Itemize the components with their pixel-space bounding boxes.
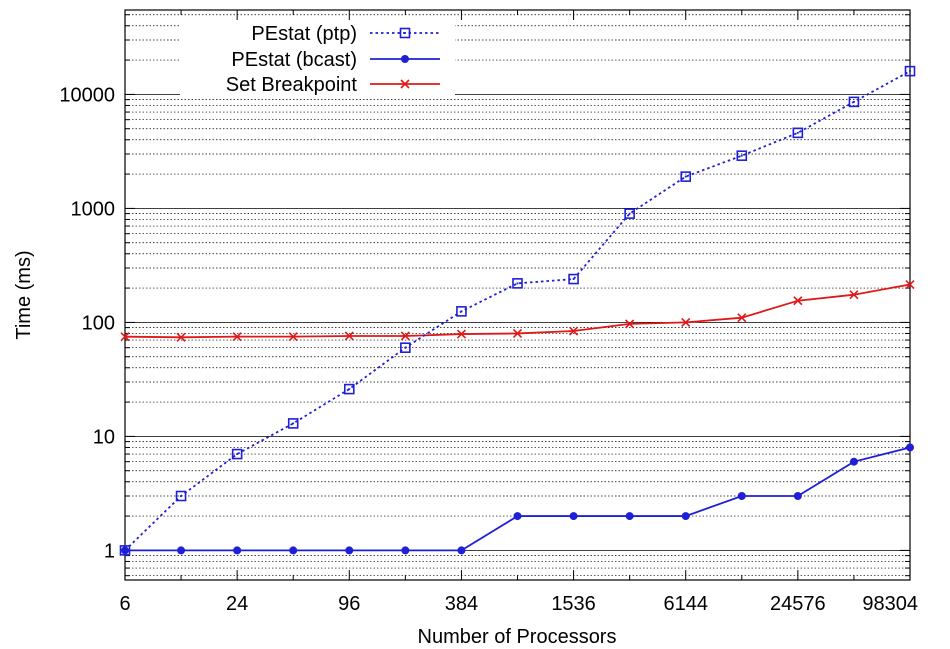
data-point-center	[236, 453, 239, 455]
data-point	[681, 317, 691, 327]
data-point	[512, 278, 523, 289]
data-point	[177, 546, 186, 555]
data-point	[905, 279, 915, 290]
x-tick-label: 6144	[663, 593, 708, 615]
ticks-layer: 1 10 100 1000 10000 6 24 96 384 1536 6144 24576 9830…	[59, 10, 918, 615]
data-point	[793, 296, 803, 306]
data-point	[457, 546, 466, 555]
data-point	[568, 273, 579, 285]
data-point	[288, 332, 298, 342]
data-point	[175, 490, 187, 502]
x-tick-label: 24576	[770, 593, 826, 615]
data-point-center	[404, 346, 407, 349]
data-point	[345, 546, 354, 555]
y-tick-label: 10	[93, 426, 115, 448]
legend: PEstat (ptp) PEstat (bcast) Set Breakpoint	[180, 20, 455, 96]
data-point	[343, 383, 355, 395]
data-point	[512, 328, 523, 339]
series-line	[124, 283, 911, 339]
data-point-center	[292, 422, 295, 425]
data-point	[680, 171, 692, 182]
y-tick-label: 100	[82, 312, 115, 334]
data-point	[119, 545, 131, 556]
data-point	[737, 492, 746, 501]
x-tick-label: 384	[445, 593, 478, 615]
data-point-center	[348, 388, 351, 390]
data-point	[400, 342, 411, 353]
data-point-center	[909, 70, 911, 73]
data-point	[792, 127, 804, 139]
x-tick-label: 96	[338, 593, 360, 615]
data-point	[737, 313, 747, 323]
data-point	[120, 332, 130, 342]
data-point-center	[796, 131, 799, 134]
series-2	[120, 279, 915, 342]
data-point	[849, 290, 859, 300]
y-tick-label: 1	[104, 540, 115, 562]
data-point-center	[124, 549, 126, 552]
data-point	[233, 546, 242, 555]
data-point-center	[740, 154, 743, 157]
x-tick-label: 98304	[862, 593, 918, 615]
data-point	[681, 512, 690, 521]
series-line	[124, 70, 911, 552]
data-point	[400, 331, 410, 341]
data-point	[513, 512, 522, 521]
x-axis-label: Number of Processors	[418, 626, 617, 648]
data-point	[625, 512, 634, 521]
y-axis-label: Time (ms)	[13, 250, 35, 339]
y-tick-label: 1000	[71, 198, 116, 220]
data-point-center	[572, 278, 575, 280]
data-point	[848, 96, 860, 108]
data-point	[624, 208, 635, 219]
legend-entry-bg	[180, 71, 455, 95]
data-point	[736, 150, 748, 161]
series-layer	[119, 65, 916, 556]
data-point	[456, 306, 467, 317]
series-line	[125, 446, 911, 552]
data-point-center	[460, 310, 463, 313]
legend-label: Set Breakpoint	[226, 74, 358, 96]
data-point	[232, 332, 242, 342]
series-1	[121, 443, 914, 555]
data-point	[176, 332, 186, 342]
data-point-center	[516, 282, 519, 285]
series-0	[119, 65, 916, 556]
data-point	[849, 457, 858, 466]
grid-layer	[125, 14, 910, 577]
data-point	[401, 546, 410, 555]
data-point	[569, 326, 579, 336]
data-point	[289, 546, 298, 555]
data-point	[569, 512, 578, 521]
data-point	[906, 443, 914, 452]
data-point-center	[684, 175, 687, 178]
data-point	[793, 492, 802, 501]
data-point	[456, 329, 466, 339]
data-point	[287, 418, 299, 429]
data-point	[231, 448, 243, 460]
legend-marker	[401, 55, 409, 63]
data-point	[904, 65, 916, 77]
legend-marker	[399, 27, 411, 39]
legend-entry-bg	[180, 46, 455, 70]
legend-marker	[400, 79, 410, 89]
x-tick-label: 24	[226, 593, 248, 615]
y-tick-label: 10000	[59, 84, 115, 106]
data-point-center	[853, 100, 855, 103]
legend-label: PEstat (bcast)	[231, 49, 357, 71]
legend-label: PEstat (ptp)	[251, 23, 357, 45]
data-point-center	[180, 495, 182, 497]
data-point	[625, 319, 635, 329]
data-point	[344, 331, 354, 341]
x-tick-label: 6	[119, 593, 130, 615]
data-point-center	[628, 212, 631, 215]
x-tick-label: 1536	[551, 593, 596, 615]
legend-marker-center	[404, 32, 406, 34]
